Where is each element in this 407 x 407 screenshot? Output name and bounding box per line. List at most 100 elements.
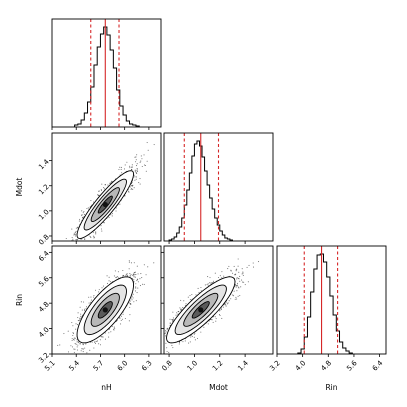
sample-point (166, 329, 168, 331)
y-tick-label: 6.4 (37, 249, 51, 263)
sample-point (243, 281, 245, 283)
sample-point (106, 275, 108, 277)
sample-point (137, 278, 139, 280)
sample-point (133, 279, 135, 281)
sample-point (130, 166, 133, 168)
sample-point (73, 337, 75, 339)
sample-point (247, 281, 249, 283)
sample-point (71, 339, 73, 342)
sample-point (124, 195, 126, 197)
sample-point (129, 275, 131, 277)
sample-point (237, 265, 239, 267)
sample-point (172, 347, 174, 349)
sample-point (74, 235, 77, 237)
sample-point (93, 296, 95, 298)
sample-point (63, 251, 64, 252)
x-tick-label: 6.0 (116, 359, 130, 373)
sample-point (62, 252, 63, 253)
sample-point (67, 330, 69, 332)
sample-point (236, 278, 238, 280)
sample-point (131, 299, 133, 301)
sample-point (236, 290, 238, 292)
sample-point (180, 308, 182, 310)
sample-point (81, 241, 82, 242)
sample-point (236, 298, 238, 300)
sample-point (214, 316, 216, 318)
sample-point (128, 320, 130, 322)
sample-point (136, 154, 138, 156)
sample-point (235, 269, 237, 271)
sample-point (75, 230, 77, 233)
sample-point (237, 258, 239, 260)
sample-point (204, 284, 206, 286)
sample-point (76, 339, 78, 341)
sample-point (78, 342, 80, 344)
sample-point (77, 341, 79, 343)
sample-point (79, 343, 81, 345)
sample-point (143, 264, 145, 266)
sample-point (82, 212, 84, 214)
sample-point (76, 324, 79, 326)
sample-point (225, 304, 227, 306)
scatter-panel-mdot-rin (162, 258, 260, 354)
sample-point (171, 320, 173, 322)
y-axis-label-mdot: Mdot (15, 178, 24, 197)
x-tick-label: 4.0 (294, 359, 308, 373)
sample-point (101, 230, 103, 232)
sample-point (165, 335, 167, 337)
x-axis-label-mdot: Mdot (209, 383, 228, 392)
sample-point (184, 340, 186, 342)
sample-point (131, 164, 133, 166)
sample-point (76, 341, 78, 343)
sample-point (242, 274, 244, 276)
sample-point (147, 266, 149, 268)
sample-point (83, 308, 86, 310)
sample-point (108, 276, 110, 278)
sample-point (164, 332, 166, 334)
sample-point (181, 309, 183, 311)
sample-point (193, 336, 195, 338)
sample-point (136, 163, 138, 165)
sample-point (242, 272, 244, 274)
sample-point (65, 237, 67, 240)
sample-point (130, 274, 132, 276)
sample-point (91, 341, 93, 343)
sample-point (244, 284, 246, 286)
sample-point (110, 214, 112, 216)
sample-point (252, 266, 255, 268)
sample-point (133, 280, 135, 283)
sample-point (257, 261, 260, 263)
histogram-mdot (168, 133, 233, 241)
sample-point (140, 160, 142, 162)
sample-point (206, 283, 208, 286)
sample-point (75, 227, 77, 229)
sample-point (141, 283, 144, 285)
sample-point (133, 262, 135, 264)
sample-point (132, 184, 134, 186)
sample-point (59, 344, 61, 346)
sample-point (162, 329, 163, 330)
sample-point (101, 336, 103, 338)
density-peak (102, 201, 108, 208)
sample-point (122, 269, 124, 272)
sample-point (100, 228, 103, 230)
sample-point (59, 258, 60, 259)
sample-point (203, 326, 205, 328)
sample-point (166, 347, 168, 349)
sample-point (130, 297, 132, 299)
sample-point (189, 294, 191, 297)
sample-point (130, 184, 132, 187)
sample-point (198, 291, 200, 293)
sample-point (135, 286, 137, 288)
sample-point (108, 280, 110, 282)
sample-point (139, 183, 141, 185)
sample-point (85, 343, 87, 345)
sample-point (102, 336, 104, 338)
sample-point (98, 190, 100, 192)
sample-point (111, 326, 113, 328)
sample-point (92, 235, 95, 237)
x-tick-label: 5.7 (92, 359, 106, 373)
sample-point (72, 238, 74, 240)
sample-point (67, 351, 70, 353)
panel-frame (51, 18, 162, 128)
